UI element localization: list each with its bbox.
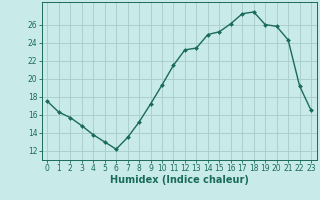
X-axis label: Humidex (Indice chaleur): Humidex (Indice chaleur) [110, 175, 249, 185]
